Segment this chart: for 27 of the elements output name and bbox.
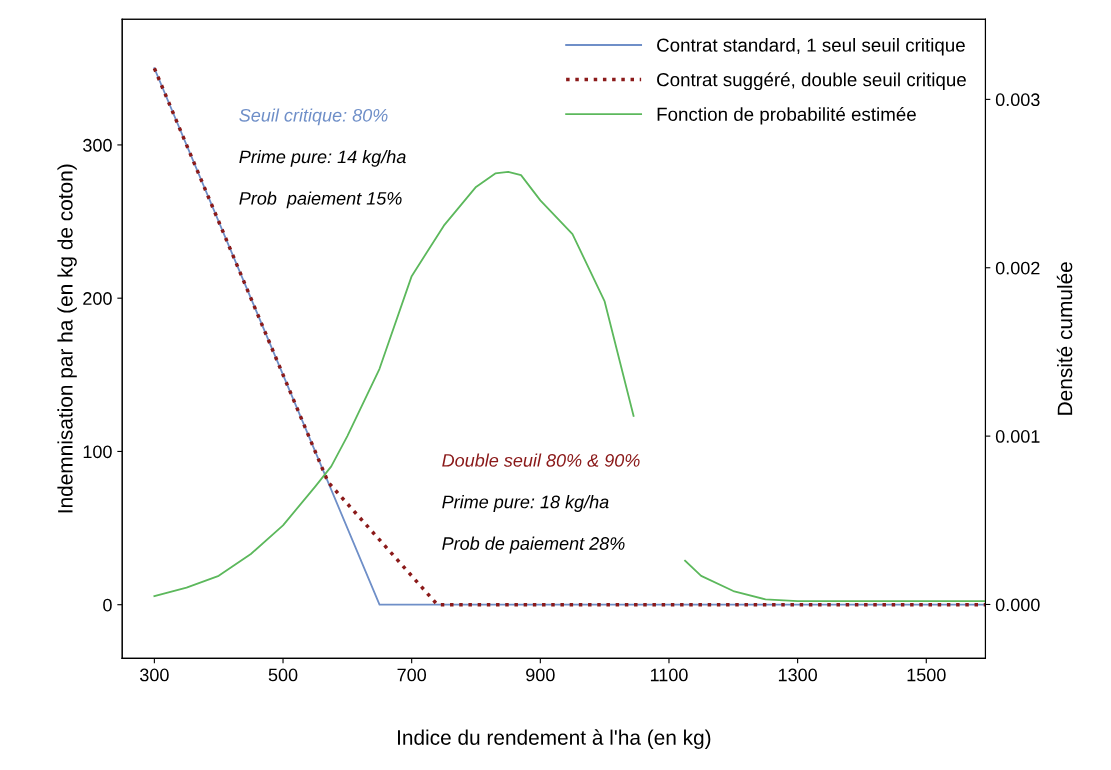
x-axis-title: Indice du rendement à l'ha (en kg) — [398, 729, 711, 750]
y2-tick-label: 0.003 — [995, 93, 1040, 107]
legend-label: Contrat standard, 1 seul seuil critique — [657, 38, 965, 56]
y-tick-label: 100 — [83, 445, 112, 459]
y2-tick-label: 0.002 — [995, 261, 1040, 275]
annotation: Seuil critique: 80% — [239, 108, 388, 126]
y-tick-label: 300 — [83, 138, 112, 152]
x-tick-label: 1500 — [907, 668, 946, 682]
x-tick-label: 700 — [397, 668, 427, 682]
x-tick-label: 1100 — [650, 668, 688, 682]
y2-axis-title: Densité cumulée — [1056, 262, 1073, 415]
annotation: Double seuil 80% & 90% — [442, 453, 640, 467]
x-tick-label: 900 — [526, 668, 555, 682]
y2-tick-label: 0.001 — [995, 430, 1040, 443]
x-tick-label: 500 — [268, 668, 298, 682]
y2-tick-label: 0.000 — [995, 598, 1040, 612]
x-tick-label: 300 — [140, 668, 169, 682]
y-tick-label: 200 — [83, 292, 112, 305]
annotation: Prob paiement 15% — [239, 191, 402, 209]
legend-label: Fonction de probabilité estimée — [657, 106, 916, 125]
annotation: Prob de paiement 28% — [442, 536, 625, 554]
y-tick-label: 0 — [103, 598, 112, 612]
x-tick-label: 1300 — [778, 668, 818, 682]
legend-label: Contrat suggéré, double seuil critique — [657, 72, 966, 91]
annotation: Prime pure: 14 kg/ha — [239, 149, 406, 167]
annotation: Prime pure: 18 kg/ha — [442, 495, 609, 512]
y-axis-title: Indemnisation par ha (en kg de coton) — [57, 164, 77, 513]
